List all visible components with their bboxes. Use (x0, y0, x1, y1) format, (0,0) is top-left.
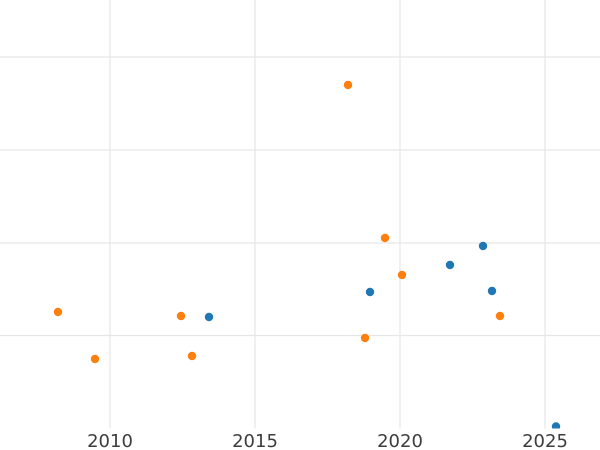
x-tick-label: 2015 (232, 431, 278, 450)
x-tick-label: 2020 (377, 431, 423, 450)
data-point-orange (495, 311, 505, 321)
data-point-blue (204, 312, 214, 322)
x-tick-label: 2025 (522, 431, 568, 450)
data-point-blue (365, 287, 375, 297)
data-point-blue (478, 241, 488, 251)
data-points-layer (53, 80, 561, 429)
x-tick-label: 2010 (87, 431, 133, 450)
grid (0, 0, 600, 429)
x-axis-tick-labels: 2010 2015 2020 2025 (87, 431, 568, 450)
data-point-blue (487, 286, 497, 296)
data-point-orange (187, 351, 197, 361)
data-point-orange (176, 311, 186, 321)
data-point-orange (53, 307, 63, 317)
data-point-blue (551, 422, 561, 429)
data-point-orange (90, 354, 100, 364)
data-point-orange (360, 333, 370, 343)
data-point-orange (343, 80, 353, 90)
data-point-orange (397, 270, 407, 280)
data-point-blue (445, 260, 455, 270)
data-point-orange (380, 233, 390, 243)
